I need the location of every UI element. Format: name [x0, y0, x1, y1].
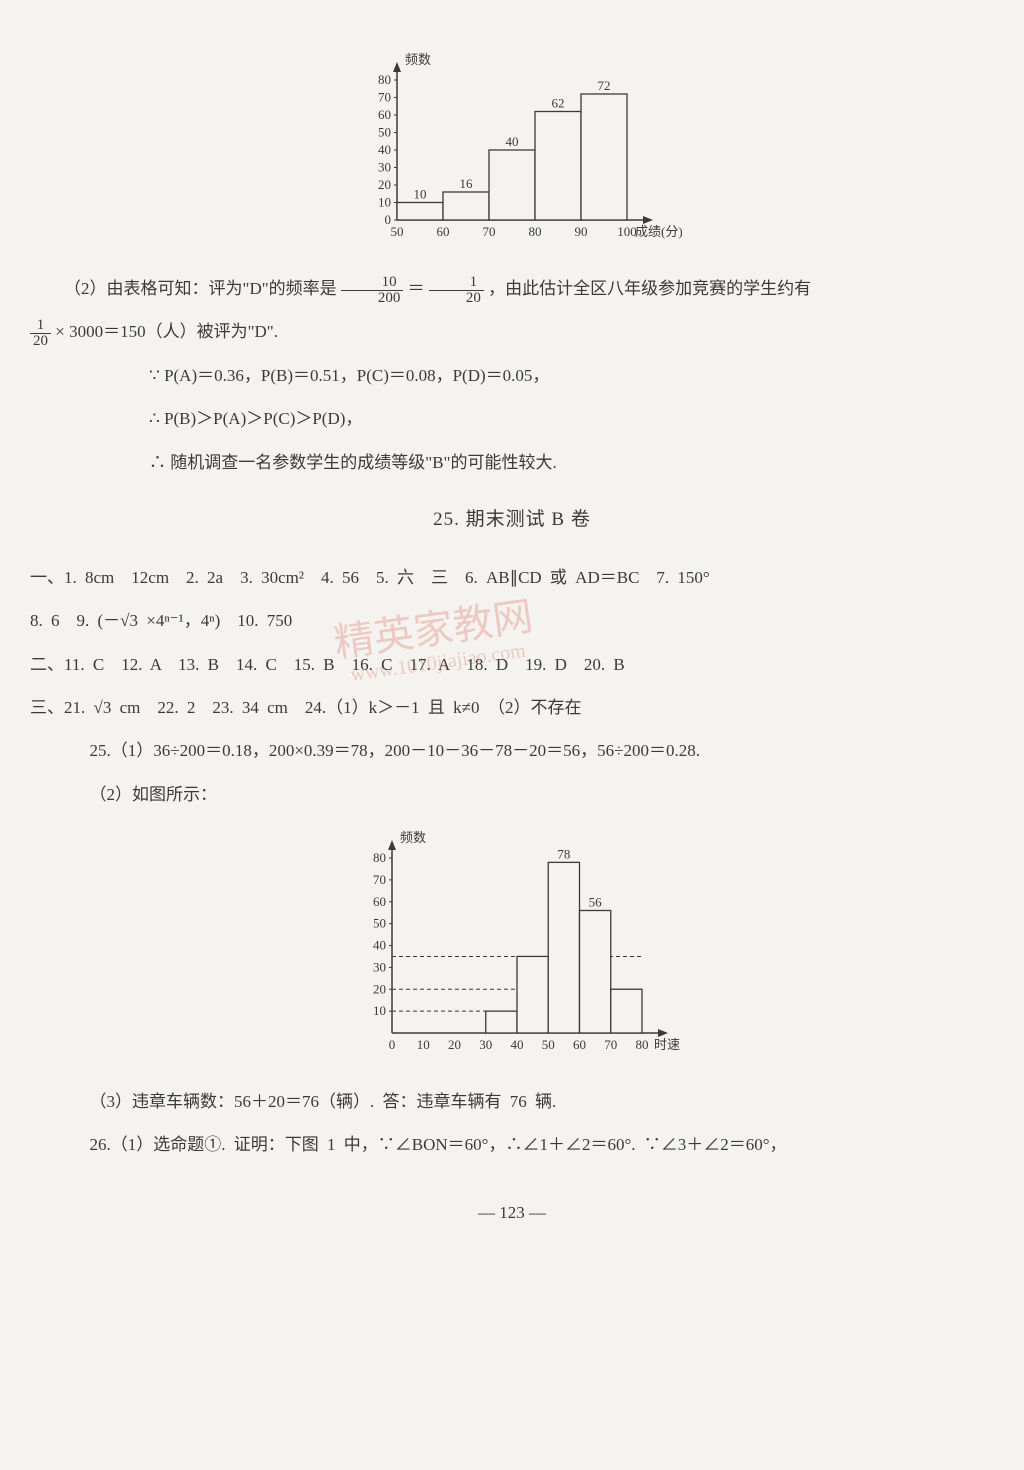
chart1-container: 0102030405060708050607080901001016406272…	[30, 50, 994, 250]
p2-text: × 3000＝150（人）被评为"D".	[55, 322, 278, 341]
svg-text:40: 40	[378, 142, 391, 157]
svg-text:70: 70	[604, 1037, 617, 1052]
page: 0 10 20 30 40 50 60 70 80 50 60 70 80 90 100 10 16 40 62 72…	[30, 50, 994, 1231]
svg-text:30: 30	[479, 1037, 492, 1052]
answers-row-2: 8. 6 9. (－√3 ×4ⁿ⁻¹，4ⁿ) 10. 750	[30, 602, 994, 639]
svg-text:40: 40	[506, 134, 519, 149]
svg-text:90: 90	[575, 224, 588, 239]
chart2-container: 10 20 30 40 50 60 70 80 0 10 20 30 40 50 60 70 80 78 56 频数时…	[30, 823, 994, 1063]
svg-text:78: 78	[557, 846, 570, 861]
svg-text:60: 60	[437, 224, 450, 239]
answers-row-8: 26.（1）选命题①. 证明：下图 1 中，∵∠BON＝60°，∴∠1＋∠2＝6…	[30, 1126, 994, 1163]
svg-text:10: 10	[378, 195, 391, 210]
chart1-svg: 0102030405060708050607080901001016406272…	[342, 50, 682, 250]
svg-text:20: 20	[448, 1037, 461, 1052]
svg-text:30: 30	[378, 160, 391, 175]
section-title: 25. 期末测试 B 卷	[30, 499, 994, 541]
svg-text:20: 20	[378, 177, 391, 192]
svg-text:成绩(分): 成绩(分)	[635, 224, 682, 239]
p1-text-b: ，由此估计全区八年级参加竞赛的学生约有	[488, 279, 811, 298]
svg-text:40: 40	[511, 1037, 524, 1052]
svg-text:56: 56	[589, 895, 603, 910]
answers-row-7: （3）违章车辆数：56＋20＝76（辆）. 答：违章车辆有 76 辆.	[30, 1083, 994, 1120]
svg-text:60: 60	[573, 1037, 586, 1052]
paragraph-2: （2）由表格可知：评为"D"的频率是 10 200 ＝ 1 20 ，由此估计全区…	[30, 270, 994, 307]
answers-row-4: 三、21. √3 cm 22. 2 23. 34 cm 24.（1）k＞－1 且…	[30, 689, 994, 726]
answers-row-5: 25.（1）36÷200＝0.18，200×0.39＝78，200－10－36－…	[30, 732, 994, 769]
svg-text:80: 80	[636, 1037, 649, 1052]
frac-1-20b: 1 20	[30, 318, 51, 349]
svg-text:10: 10	[417, 1037, 430, 1052]
svg-text:50: 50	[391, 224, 404, 239]
svg-text:10: 10	[414, 187, 427, 202]
page-number: — 123 —	[30, 1194, 994, 1231]
svg-text:100: 100	[617, 224, 637, 239]
paragraph-4: ∴ P(B)＞P(A)＞P(C)＞P(D)，	[30, 400, 994, 437]
svg-text:62: 62	[552, 96, 565, 111]
paragraph-3: ∵ P(A)＝0.36，P(B)＝0.51，P(C)＝0.08，P(D)＝0.0…	[30, 357, 994, 394]
paragraph-5: ∴ 随机调查一名参数学生的成绩等级"B"的可能性较大.	[30, 444, 994, 481]
paragraph-2b: 1 20 × 3000＝150（人）被评为"D".	[30, 313, 994, 350]
answers-row-6: （2）如图所示：	[30, 776, 994, 813]
p1-text-a: （2）由表格可知：评为"D"的频率是	[64, 279, 337, 298]
svg-text:频数: 频数	[405, 52, 431, 67]
frac-1-20: 1 20	[429, 275, 484, 306]
svg-text:60: 60	[378, 107, 391, 122]
svg-text:50: 50	[373, 916, 386, 931]
svg-text:60: 60	[373, 894, 386, 909]
svg-text:20: 20	[373, 981, 386, 996]
svg-text:40: 40	[373, 938, 386, 953]
chart2-svg: 10 20 30 40 50 60 70 80 0 10 20 30 40 50 60 70 80 78 56 频数时…	[332, 823, 692, 1063]
answers-row-1: 一、1. 8cm 12cm 2. 2a 3. 30cm² 4. 56 5. 六 …	[30, 559, 994, 596]
svg-text:10: 10	[373, 1003, 386, 1018]
svg-text:72: 72	[598, 78, 611, 93]
svg-text:50: 50	[542, 1037, 555, 1052]
eq-sign: ＝	[408, 279, 425, 298]
svg-text:80: 80	[378, 72, 391, 87]
frac-10-200: 10 200	[341, 275, 404, 306]
svg-text:50: 50	[378, 125, 391, 140]
svg-text:70: 70	[373, 872, 386, 887]
svg-text:80: 80	[529, 224, 542, 239]
svg-text:80: 80	[373, 850, 386, 865]
svg-text:16: 16	[460, 176, 474, 191]
svg-text:时速: 时速	[654, 1037, 680, 1052]
svg-text:70: 70	[378, 90, 391, 105]
svg-text:70: 70	[483, 224, 496, 239]
svg-text:30: 30	[373, 959, 386, 974]
answers-row-3: 二、11. C 12. A 13. B 14. C 15. B 16. C 17…	[30, 646, 994, 683]
svg-text:0: 0	[389, 1037, 396, 1052]
svg-text:频数: 频数	[400, 830, 426, 845]
